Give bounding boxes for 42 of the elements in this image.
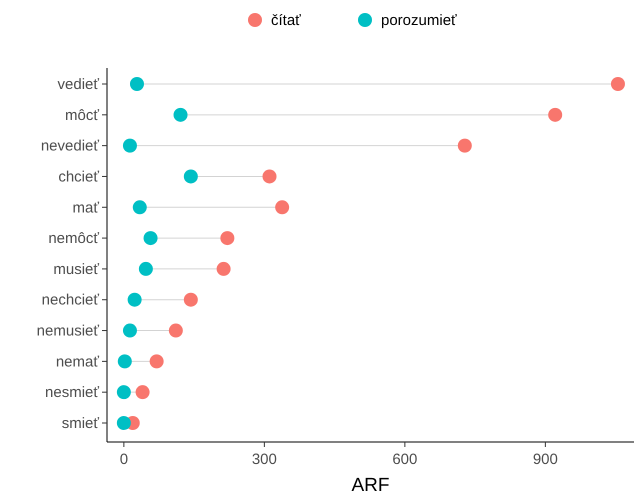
y-tick-label: chcieť (58, 168, 100, 186)
point (118, 354, 132, 368)
point (168, 324, 183, 338)
point (130, 77, 144, 91)
point (610, 77, 625, 91)
y-tick-label: nemať (56, 353, 100, 370)
point (174, 108, 188, 122)
point (138, 262, 153, 276)
x-tick-label: 300 (252, 451, 277, 468)
y-tick-label: nechcieť (42, 292, 100, 309)
legend-label: porozumieť (381, 12, 458, 29)
point (458, 138, 472, 153)
x-axis-title: ARF (352, 475, 390, 495)
x-tick-label: 900 (532, 451, 558, 468)
y-tick-label: smieť (62, 415, 100, 432)
y-tick-label: nemusieť (36, 322, 100, 340)
y-tick-label: nemôcť (48, 230, 100, 248)
y-tick-label: môcť (65, 106, 100, 124)
y-tick-label: nevedieť (40, 138, 100, 155)
point (116, 416, 131, 430)
point (220, 231, 234, 246)
point (275, 200, 290, 214)
y-tick-label: mať (72, 199, 100, 216)
point (122, 138, 137, 153)
y-tick-label: nesmieť (45, 384, 100, 402)
x-tick-label: 0 (120, 451, 128, 468)
point (116, 385, 131, 400)
y-tick-label: musieť (53, 260, 100, 278)
point (184, 169, 198, 184)
y-tick-label: vedieť (58, 76, 100, 93)
point (216, 262, 231, 276)
legend-label: čítať (271, 12, 302, 29)
x-tick-label: 600 (392, 451, 418, 468)
point (128, 292, 142, 307)
point (122, 324, 137, 338)
point (132, 200, 147, 214)
point (144, 231, 158, 246)
point (184, 292, 198, 307)
point (262, 169, 277, 184)
point (150, 354, 164, 368)
point (548, 108, 562, 122)
point (136, 385, 150, 400)
